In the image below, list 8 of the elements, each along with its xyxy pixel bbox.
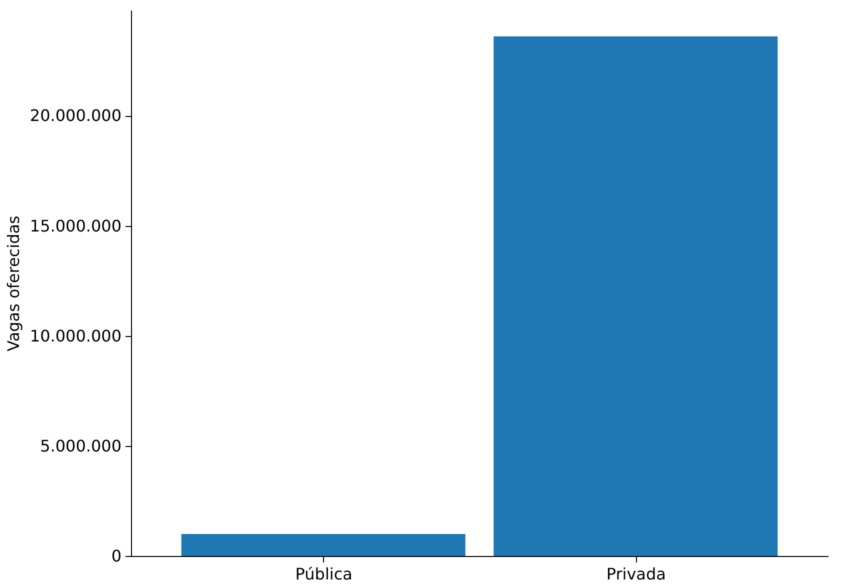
y-tick-label: 5.000.000 [40, 436, 122, 456]
x-tick-label: Privada [606, 564, 666, 584]
y-axis-title: Vagas oferecidas [4, 216, 23, 352]
x-tick-label: Pública [295, 564, 352, 584]
y-tick-label: 15.000.000 [30, 216, 122, 236]
y-tick-label: 20.000.000 [30, 106, 122, 126]
y-tick-label: 0 [111, 546, 122, 566]
y-tick-label: 10.000.000 [30, 326, 122, 346]
